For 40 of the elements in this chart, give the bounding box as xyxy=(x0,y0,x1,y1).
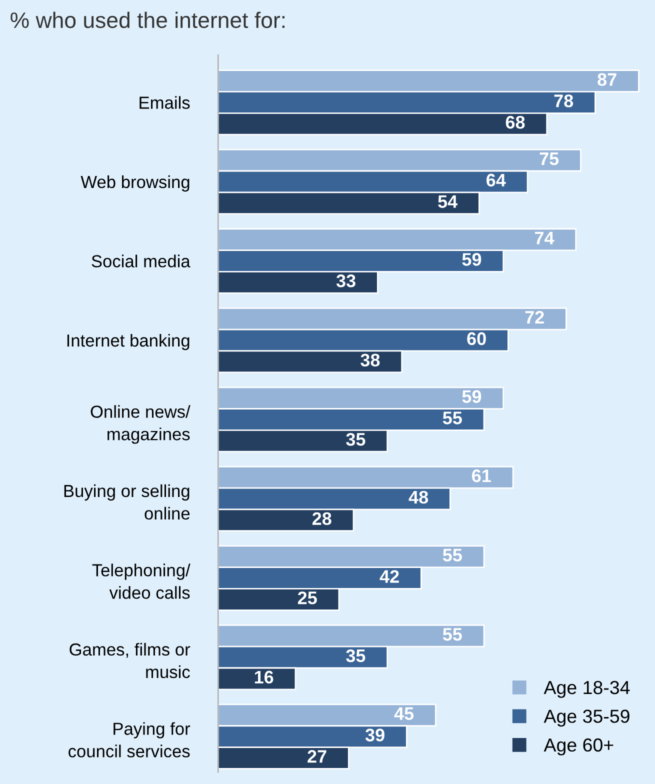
data-label: 35 xyxy=(346,432,366,446)
data-label: 42 xyxy=(380,570,399,583)
data-label: 55 xyxy=(442,548,462,562)
data-label: 27 xyxy=(308,750,326,763)
data-label: 25 xyxy=(298,592,317,604)
data-label: 59 xyxy=(462,390,482,403)
legend-label: Age 18-34 xyxy=(544,680,630,698)
data-label: 72 xyxy=(525,310,544,324)
legend-label: Age 60+ xyxy=(544,738,614,756)
data-label: 64 xyxy=(486,174,506,187)
data-label: 16 xyxy=(254,670,274,684)
data-label: 74 xyxy=(534,232,554,244)
y-tick-label: Buying or selling online xyxy=(64,484,190,520)
data-label: 78 xyxy=(554,94,574,108)
data-label: 39 xyxy=(365,728,384,742)
y-tick-label: Telephoning/ video calls xyxy=(92,564,190,599)
data-label: 55 xyxy=(442,412,462,424)
data-label: 35 xyxy=(346,649,366,662)
data-label: 87 xyxy=(598,73,616,86)
data-label: 61 xyxy=(472,469,491,482)
y-tick-label: Internet banking xyxy=(67,334,190,350)
y-tick-label: Emails xyxy=(140,96,190,109)
chart-title: % who used the internet for: xyxy=(10,12,284,28)
data-label: 60 xyxy=(467,332,486,346)
data-label: 28 xyxy=(312,512,332,526)
data-label: 59 xyxy=(462,253,482,266)
data-label: 54 xyxy=(438,195,458,208)
y-tick-label: Paying for council services xyxy=(68,722,190,758)
data-label: 38 xyxy=(360,354,380,367)
data-label: 48 xyxy=(408,490,428,504)
y-tick-label: Web browsing xyxy=(80,175,190,192)
y-tick-label: Social media xyxy=(92,254,190,268)
data-label: 55 xyxy=(442,628,462,641)
data-label: 75 xyxy=(540,152,559,166)
y-tick-label: Online news/ magazines xyxy=(90,405,190,444)
data-label: 45 xyxy=(394,707,414,720)
data-label: 33 xyxy=(336,274,356,288)
data-label: 68 xyxy=(506,116,525,129)
y-tick-label: Games, films or music xyxy=(70,642,190,678)
legend-label: Age 35-59 xyxy=(544,710,630,727)
